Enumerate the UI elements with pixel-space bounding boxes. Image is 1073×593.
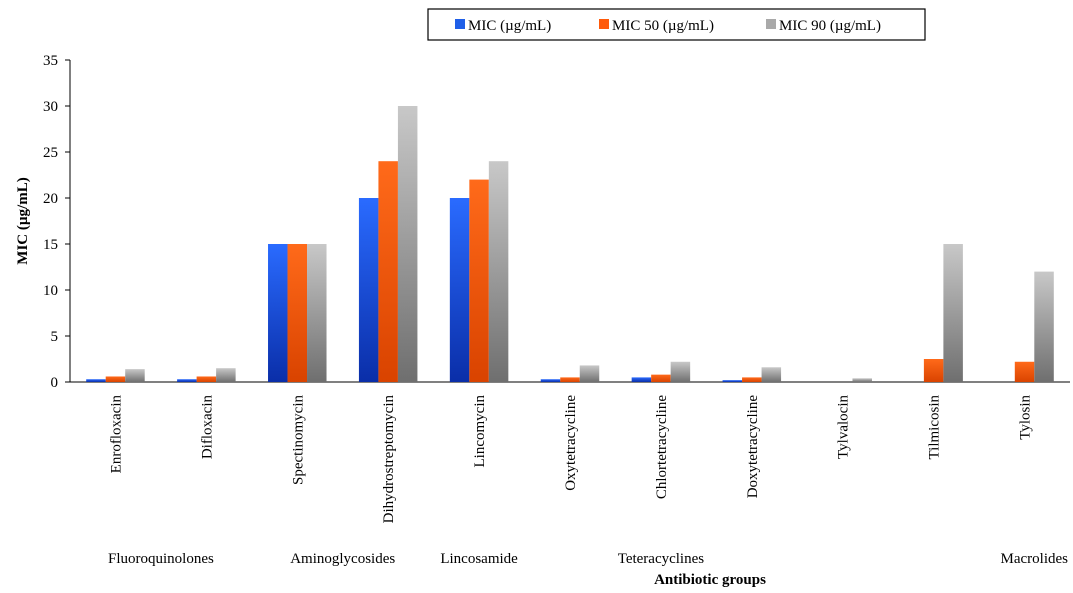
bar-enrofloxacin-series-1: [86, 379, 106, 382]
bar-dihydrostreptomycin-series-3: [397, 106, 418, 382]
bar-tylosin-series-3: [1034, 271, 1054, 382]
legend-swatch-mic90: [766, 19, 776, 29]
bar-enrofloxacin-series-3: [125, 369, 145, 382]
bar-dihydrostreptomycin-series-2: [378, 161, 398, 382]
bar-tilmicosin-series-3: [943, 244, 963, 382]
bar-tylosin-series-2: [1014, 361, 1035, 382]
legend: MIC (µg/mL) MIC 50 (µg/mL) MIC 90 (µg/mL…: [427, 8, 926, 41]
category-label: Spectinomycin: [290, 395, 306, 485]
legend-swatch-mic50: [599, 19, 609, 29]
y-tick-label: 5: [51, 329, 59, 345]
category-label: Tylvalocin: [836, 395, 852, 459]
y-tick-label: 20: [43, 191, 58, 207]
category-label: Chlortetracycline: [654, 395, 670, 499]
bar-doxytetracycline-series-3: [761, 367, 782, 382]
y-tick-label: 30: [43, 99, 58, 115]
bars: [86, 106, 1054, 382]
bar-tilmicosin-series-2: [923, 359, 944, 382]
bar-oxytetracycline-series-1: [540, 379, 561, 382]
group-label: Aminoglycosides: [290, 551, 395, 567]
y-axis-title: MIC (µg/mL): [15, 177, 31, 264]
x-axis-title: Antibiotic groups: [654, 572, 766, 588]
legend-box: [427, 8, 926, 41]
category-label: Tylosin: [1018, 395, 1034, 440]
category-labels: Enrofloxacin Difloxacin Spectinomycin Dihyd…: [108, 395, 1033, 524]
y-tick-label: 15: [43, 237, 58, 253]
bar-lincomycin-series-3: [488, 161, 509, 382]
bar-oxytetracycline-series-2: [560, 377, 580, 382]
category-label: Dihydrostreptomycin: [381, 395, 397, 524]
category-label: Oxytetracycline: [563, 395, 579, 491]
bar-doxytetracycline-series-1: [722, 380, 743, 382]
bar-difloxacin-series-3: [216, 368, 236, 382]
category-label: Difloxacin: [199, 395, 215, 460]
bar-lincomycin-series-2: [469, 179, 489, 382]
bar-chlortetracycline-series-1: [631, 377, 652, 382]
category-label: Tilmicosin: [927, 395, 943, 460]
legend-label-mic90: MIC 90 (µg/mL): [779, 18, 881, 34]
legend-swatch-mic: [455, 19, 465, 29]
bar-enrofloxacin-series-2: [105, 376, 126, 382]
group-label: Teteracyclines: [618, 551, 705, 567]
group-labels: Fluoroquinolones Aminoglycosides Lincosami…: [108, 551, 1068, 567]
bar-chlortetracycline-series-2: [651, 374, 671, 382]
bar-lincomycin-series-1: [449, 198, 470, 382]
bar-spectinomycin-series-1: [268, 244, 288, 382]
y-ticks: 0 5 10 15 20 25 30 35: [43, 53, 70, 391]
y-tick-label: 25: [43, 145, 58, 161]
y-tick-label: 0: [51, 375, 59, 391]
bar-spectinomycin-series-2: [287, 244, 308, 382]
category-label: Lincomycin: [472, 395, 488, 468]
y-tick-label: 10: [43, 283, 58, 299]
bar-spectinomycin-series-3: [307, 244, 327, 382]
category-label: Doxytetracycline: [745, 395, 761, 499]
group-label: Fluoroquinolones: [108, 551, 214, 567]
bar-oxytetracycline-series-3: [579, 365, 600, 382]
y-tick-label: 35: [43, 53, 58, 69]
legend-label-mic: MIC (µg/mL): [468, 18, 551, 34]
legend-label-mic50: MIC 50 (µg/mL): [612, 18, 714, 34]
bar-dihydrostreptomycin-series-1: [358, 198, 379, 382]
bar-chlortetracycline-series-3: [670, 361, 691, 382]
bar-doxytetracycline-series-2: [742, 377, 762, 382]
bar-tylvalocin-series-3: [852, 378, 872, 382]
group-label: Macrolides: [1001, 551, 1069, 567]
group-label: Lincosamide: [440, 551, 518, 567]
bar-difloxacin-series-2: [196, 376, 217, 382]
category-label: Enrofloxacin: [108, 395, 124, 474]
bar-difloxacin-series-1: [177, 379, 197, 382]
